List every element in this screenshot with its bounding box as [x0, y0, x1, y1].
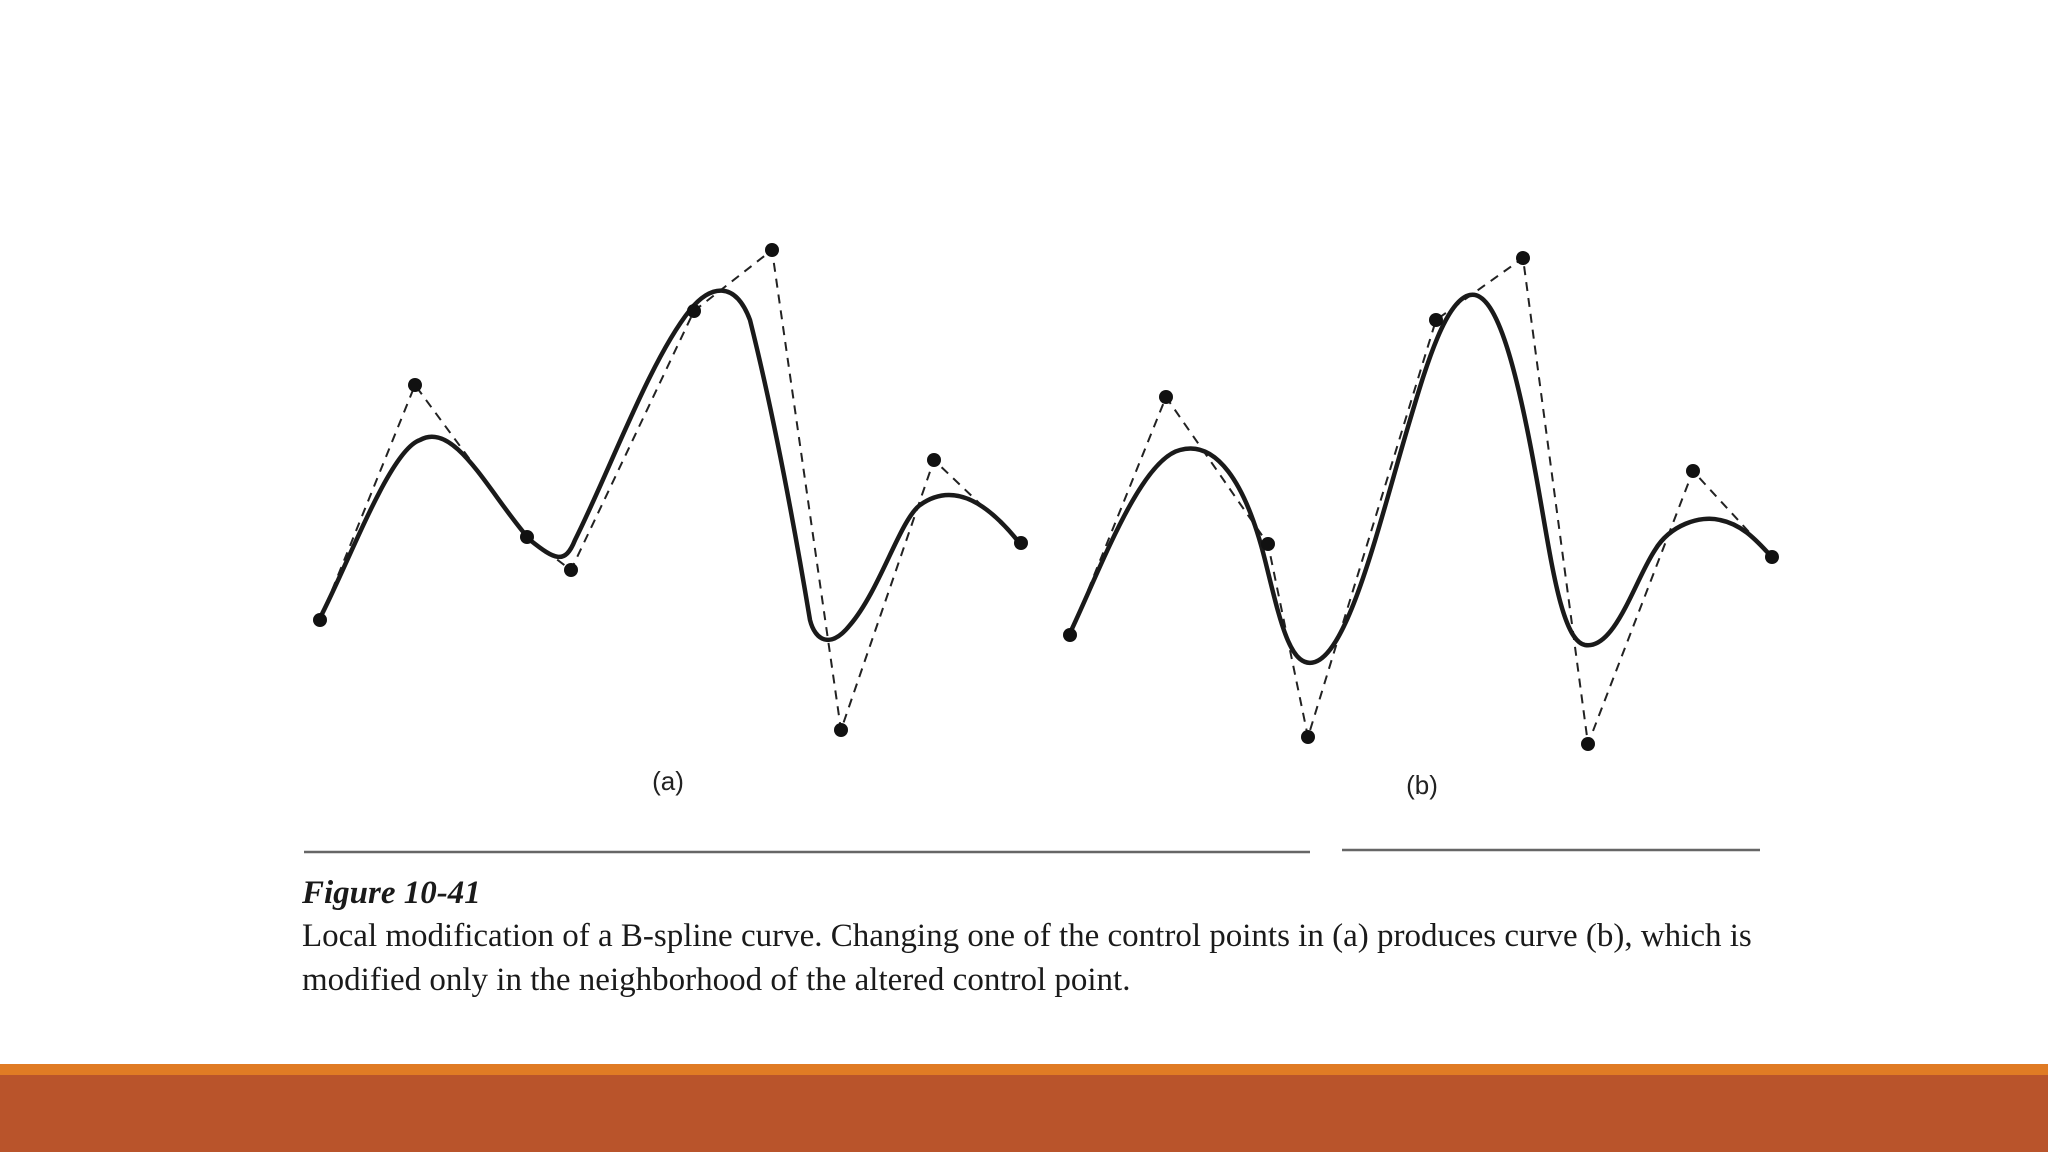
control-point — [564, 563, 578, 577]
caption-rule — [304, 848, 1760, 854]
control-points-a — [313, 243, 1028, 737]
control-point — [1581, 737, 1595, 751]
control-point — [1516, 251, 1530, 265]
panel-label-a: (a) — [652, 766, 684, 796]
figure-number: Figure 10-41 — [302, 875, 481, 911]
control-point — [520, 530, 534, 544]
panel-b: (b) — [1063, 251, 1779, 800]
control-point — [927, 453, 941, 467]
footer-bar — [0, 1075, 2048, 1152]
control-points-b — [1063, 251, 1779, 751]
figure-caption: Figure 10-41 Local modification of a B-s… — [302, 872, 1802, 1002]
panel-a: (a) — [313, 243, 1028, 796]
control-point — [1063, 628, 1077, 642]
spline-curve-b — [1067, 292, 1775, 666]
control-point — [1159, 390, 1173, 404]
control-point — [1686, 464, 1700, 478]
control-polygon-b — [1069, 256, 1773, 745]
control-point — [313, 613, 327, 627]
control-polygon-a — [319, 248, 1022, 731]
control-point — [765, 243, 779, 257]
caption-text: Local modification of a B-spline curve. … — [302, 918, 1752, 998]
control-point — [834, 723, 848, 737]
control-point — [1261, 537, 1275, 551]
control-point — [1765, 550, 1779, 564]
control-point — [1429, 313, 1443, 327]
control-point — [408, 378, 422, 392]
control-point — [1301, 730, 1315, 744]
panel-label-b: (b) — [1406, 770, 1438, 800]
control-point — [1014, 536, 1028, 550]
footer-stripe — [0, 1064, 2048, 1075]
spline-curve-a — [317, 288, 1024, 643]
control-point — [687, 304, 701, 318]
